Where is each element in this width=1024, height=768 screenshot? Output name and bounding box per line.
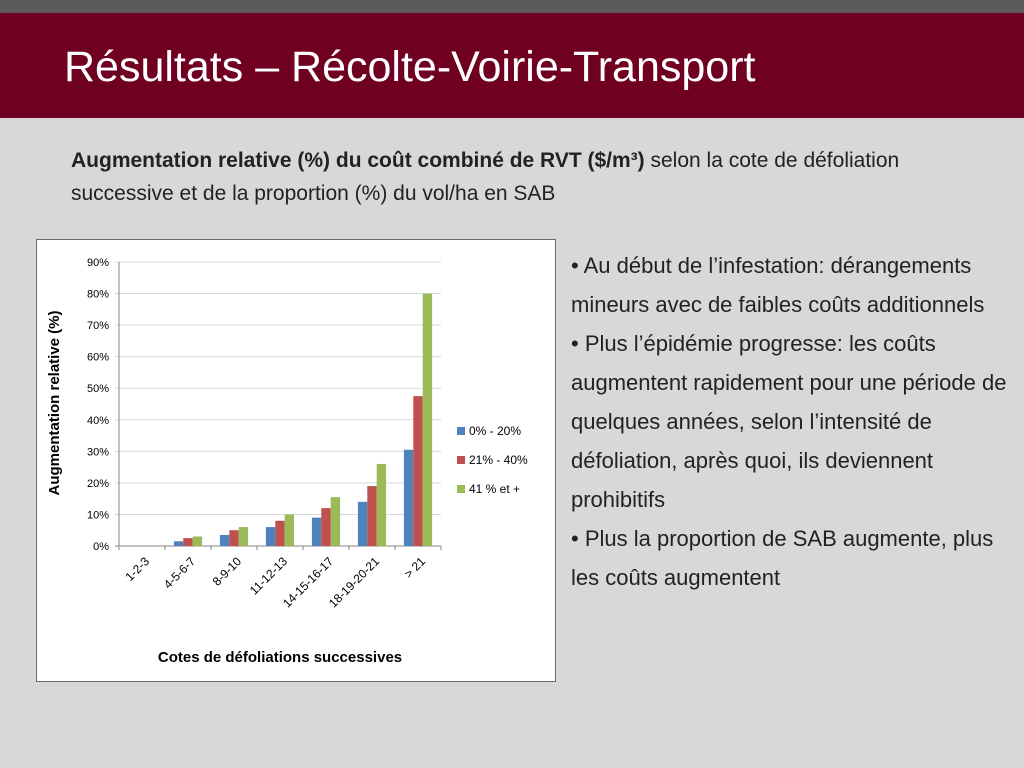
- bar: [367, 486, 377, 546]
- x-tick-label: 11-12-13: [247, 554, 290, 597]
- subtitle-rest: selon la cote de défoliation successive …: [71, 149, 900, 205]
- legend-label: 41 % et +: [469, 482, 520, 496]
- y-tick-label: 20%: [87, 478, 109, 490]
- x-axis-title: Cotes de défoliations successives: [158, 649, 402, 666]
- bar: [413, 396, 423, 546]
- y-tick-label: 80%: [87, 289, 109, 301]
- bullet-item-1: • Au début de l’infestation: dérangement…: [571, 253, 985, 317]
- bar: [192, 536, 203, 546]
- bar: [284, 514, 295, 546]
- y-tick-label: 10%: [87, 509, 109, 521]
- legend-swatch: [457, 485, 465, 493]
- y-tick-label: 0%: [93, 541, 109, 553]
- bar: [173, 541, 184, 546]
- bar: [183, 538, 193, 546]
- bar: [238, 527, 249, 546]
- bullet-list: • Au début de l’infestation: dérangement…: [571, 246, 1011, 597]
- x-tick-label: > 21: [401, 554, 428, 581]
- bar: [265, 527, 276, 546]
- bar: [422, 293, 433, 546]
- y-tick-label: 30%: [87, 446, 109, 458]
- legend-swatch: [457, 456, 465, 464]
- bar: [275, 520, 285, 546]
- slide-subtitle: Augmentation relative (%) du coût combin…: [71, 144, 971, 210]
- bar: [376, 463, 387, 546]
- title-bar: [0, 13, 1024, 118]
- y-tick-label: 40%: [87, 415, 109, 427]
- bar: [357, 501, 368, 546]
- y-tick-label: 90%: [87, 257, 109, 269]
- bar: [403, 449, 414, 546]
- legend-label: 0% - 20%: [469, 424, 521, 438]
- subtitle-bold: Augmentation relative (%) du coût combin…: [71, 149, 645, 172]
- slide-title: Résultats – Récolte-Voirie-Transport: [64, 43, 756, 91]
- top-strip: [0, 0, 1024, 13]
- bullet-item-3: • Plus la proportion de SAB augmente, pl…: [571, 526, 994, 590]
- chart-container: 0% 10% 20% 30% 40% 50% 60% 70% 80% 90% 1-2-3 4-5-6-…: [36, 239, 556, 682]
- y-tick-label: 50%: [87, 383, 109, 395]
- y-axis-title: Augmentation relative (%): [46, 310, 63, 495]
- bar: [330, 497, 341, 546]
- x-tick-label: 8-9-10: [210, 554, 245, 589]
- x-tick-label: 4-5-6-7: [161, 554, 198, 591]
- bar: [321, 508, 331, 546]
- bar: [229, 530, 239, 546]
- y-tick-label: 70%: [87, 320, 109, 332]
- bar: [219, 534, 230, 546]
- y-tick-label: 60%: [87, 352, 109, 364]
- legend-swatch: [457, 427, 465, 435]
- legend-label: 21% - 40%: [469, 453, 528, 467]
- x-tick-label: 1-2-3: [122, 554, 152, 584]
- bar: [311, 517, 322, 546]
- bullet-item-2: • Plus l’épidémie progresse: les coûts a…: [571, 331, 1007, 512]
- bar-chart: 0% 10% 20% 30% 40% 50% 60% 70% 80% 90% 1-2-3 4-5-6-…: [46, 257, 528, 666]
